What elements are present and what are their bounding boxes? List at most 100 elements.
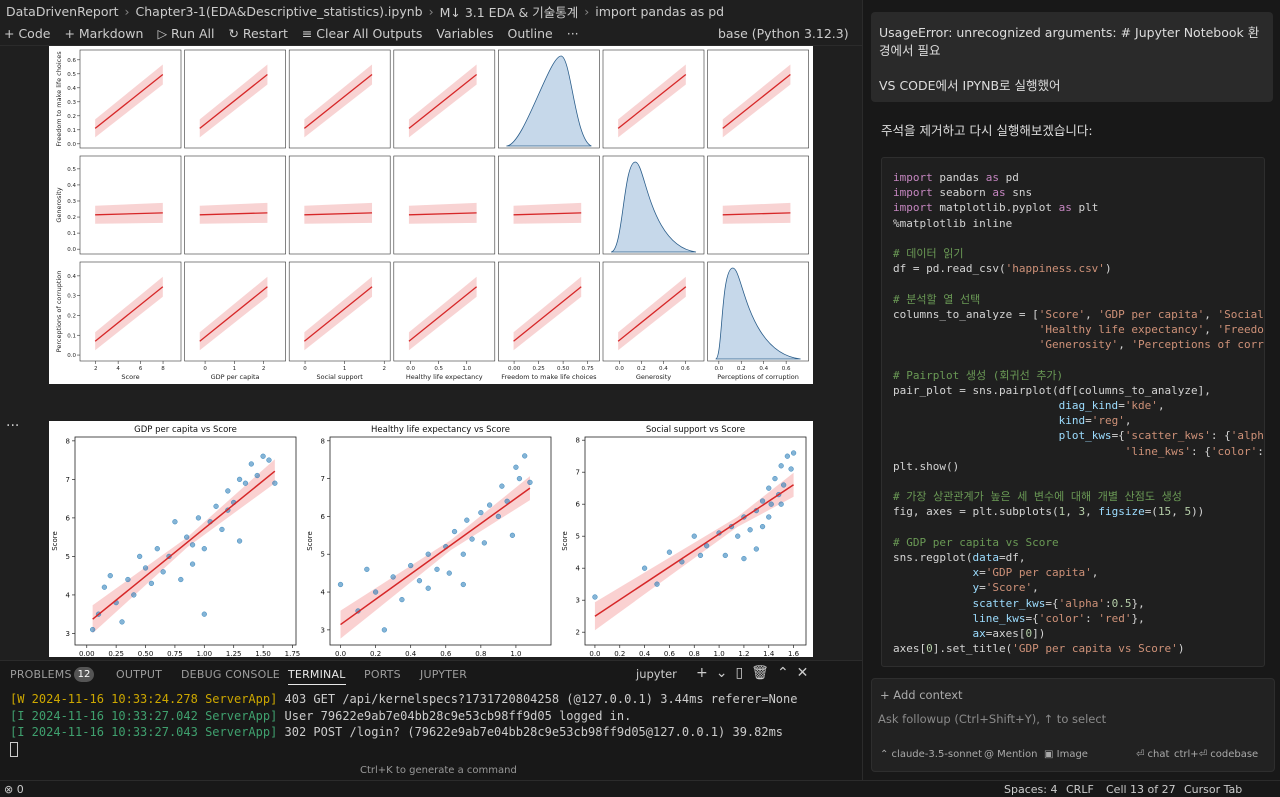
y-tick-label: 6 <box>576 501 581 509</box>
breadcrumb-item[interactable]: M↓ 3.1 EDA & 기술통계 <box>439 4 579 20</box>
x-axis-label: Generosity <box>636 373 671 381</box>
y-tick-label: 0.1 <box>67 231 76 237</box>
scatter-point <box>778 463 784 469</box>
footer-item[interactable]: ⌃ claude-3.5-sonnet <box>880 749 982 760</box>
x-tick-label: 0 <box>203 366 207 372</box>
x-tick-label: 0.6 <box>664 650 676 657</box>
kernel-picker[interactable]: base (Python 3.12.3) <box>718 26 849 41</box>
log-text: User 79622e9ab7e04bb28c9e53cb98ff9d05 lo… <box>277 708 632 723</box>
log-text: 302 POST /login? (79622e9ab7e04bb28c9e53… <box>277 725 784 739</box>
x-tick-label: 0.25 <box>108 650 124 657</box>
panel-tab[interactable]: PROBLEMS <box>10 668 72 681</box>
y-tick-label: 0.4 <box>67 183 76 189</box>
regression-line <box>95 212 163 216</box>
x-tick-label: 2 <box>94 366 98 372</box>
scatter-point <box>788 466 794 472</box>
y-tick-label: 0.0 <box>67 353 76 359</box>
y-tick-label: 0.3 <box>67 199 76 205</box>
x-tick-label: 0.0 <box>615 366 624 372</box>
scatter-point <box>495 513 502 520</box>
confidence-band <box>340 476 530 639</box>
toolbar-button[interactable]: ↻ Restart <box>228 26 288 41</box>
toolbar-button[interactable]: Variables <box>436 26 494 41</box>
subplot-frame <box>393 261 496 362</box>
x-tick-label: 0.25 <box>532 366 545 372</box>
y-tick-label: 0.3 <box>67 100 76 106</box>
toolbar-button[interactable]: + Markdown <box>64 26 144 41</box>
panel-tab[interactable]: OUTPUT <box>116 668 163 681</box>
y-tick-label: 2 <box>576 629 580 637</box>
regression-line <box>199 212 268 216</box>
subplot-frame <box>602 155 705 255</box>
add-context[interactable]: + Add context <box>880 688 963 702</box>
y-tick-label: 0.1 <box>67 128 76 134</box>
panel-tab[interactable]: PORTS <box>364 668 401 681</box>
breadcrumb-item[interactable]: DataDrivenReport <box>6 3 119 19</box>
toolbar-button[interactable]: Outline <box>507 26 553 41</box>
toolbar-button[interactable]: + Code <box>4 26 51 41</box>
scatter-point <box>425 551 431 557</box>
y-tick-label: 0.2 <box>67 215 76 221</box>
chart-title: Social support vs Score <box>646 425 745 435</box>
cell-menu[interactable]: ··· <box>6 418 20 434</box>
assistant-text: 주석을 제거하고 다시 실행해보겠습니다: <box>881 123 1093 138</box>
terminal-hint: Ctrl+K to generate a command <box>360 765 517 776</box>
status-item[interactable]: Spaces: 4 <box>1004 783 1058 796</box>
panel-actions[interactable]: +⌄▯🗑⌃✕ <box>696 665 817 681</box>
toolbar-button[interactable]: ··· <box>566 26 579 41</box>
x-tick-label: 1.0 <box>462 366 471 372</box>
y-tick-label: 4 <box>321 589 326 597</box>
x-tick-label: 1.4 <box>763 650 775 657</box>
x-axis-label: Freedom to make life choices <box>501 373 597 381</box>
toolbar-button[interactable]: ≡ Clear All Outputs <box>301 26 423 41</box>
code-block: import pandas as pd import seaborn as sn… <box>881 157 1265 667</box>
status-item[interactable]: Cursor Tab <box>1184 783 1243 796</box>
scatter-point <box>425 585 431 591</box>
footer-item[interactable]: @ Mention <box>984 749 1038 760</box>
scatter-point <box>154 546 160 552</box>
y-tick-label: 0.4 <box>67 86 76 92</box>
subplot-frame <box>184 49 286 149</box>
footer-item[interactable]: ctrl+⏎ codebase <box>1174 749 1259 760</box>
scatter-point <box>469 536 475 542</box>
x-tick-label: 0.0 <box>406 366 415 372</box>
status-item[interactable]: Cell 13 of 27 <box>1106 783 1176 796</box>
scatter-point <box>242 480 249 486</box>
status-item[interactable]: CRLF <box>1066 783 1094 796</box>
subplot-frame <box>602 261 705 362</box>
scatter-point <box>399 596 405 603</box>
plot-frame <box>74 436 297 646</box>
scatter-point <box>753 546 759 552</box>
footer-item[interactable]: ▣ Image <box>1044 749 1088 760</box>
scatter-point <box>372 589 379 595</box>
subplot-frame <box>602 49 705 149</box>
subplot-frame <box>498 261 600 362</box>
breadcrumb-item[interactable]: import pandas as pd <box>595 3 725 19</box>
regression-line <box>408 286 478 342</box>
x-axis-label: Social support <box>317 373 364 381</box>
y-tick-label: 8 <box>321 437 325 445</box>
y-tick-label: 0.6 <box>67 58 76 64</box>
subplot-frame <box>288 49 391 149</box>
panel-tab[interactable]: JUPYTER <box>420 668 468 681</box>
panel-tab[interactable]: TERMINAL <box>288 668 346 685</box>
terminal-name[interactable]: jupyter <box>636 667 677 681</box>
scatter-point <box>704 543 710 549</box>
panel-tab[interactable]: DEBUG CONSOLE <box>181 668 280 681</box>
footer-item[interactable]: ⏎ chat <box>1136 749 1170 760</box>
scatter-point <box>778 501 784 507</box>
scatter-point <box>741 555 747 562</box>
scatter-point <box>248 461 254 467</box>
x-tick-label: 0.2 <box>370 650 381 657</box>
confidence-band <box>92 459 275 634</box>
x-tick-label: 0.8 <box>475 650 486 657</box>
scatter-point <box>747 527 753 533</box>
breadcrumb-item[interactable]: Chapter3-1(EDA&Descriptive_statistics).i… <box>135 3 423 19</box>
input-placeholder[interactable]: Ask followup (Ctrl+Shift+Y), ↑ to select <box>878 712 1107 726</box>
status-problems[interactable]: ⊗ 0 <box>4 783 24 796</box>
y-tick-label: 5 <box>66 553 70 561</box>
breadcrumb-sep: › <box>124 3 130 19</box>
x-tick-label: 0.6 <box>440 650 452 657</box>
toolbar-button[interactable]: ▷ Run All <box>157 26 215 41</box>
y-tick-label: 0.1 <box>67 333 76 339</box>
